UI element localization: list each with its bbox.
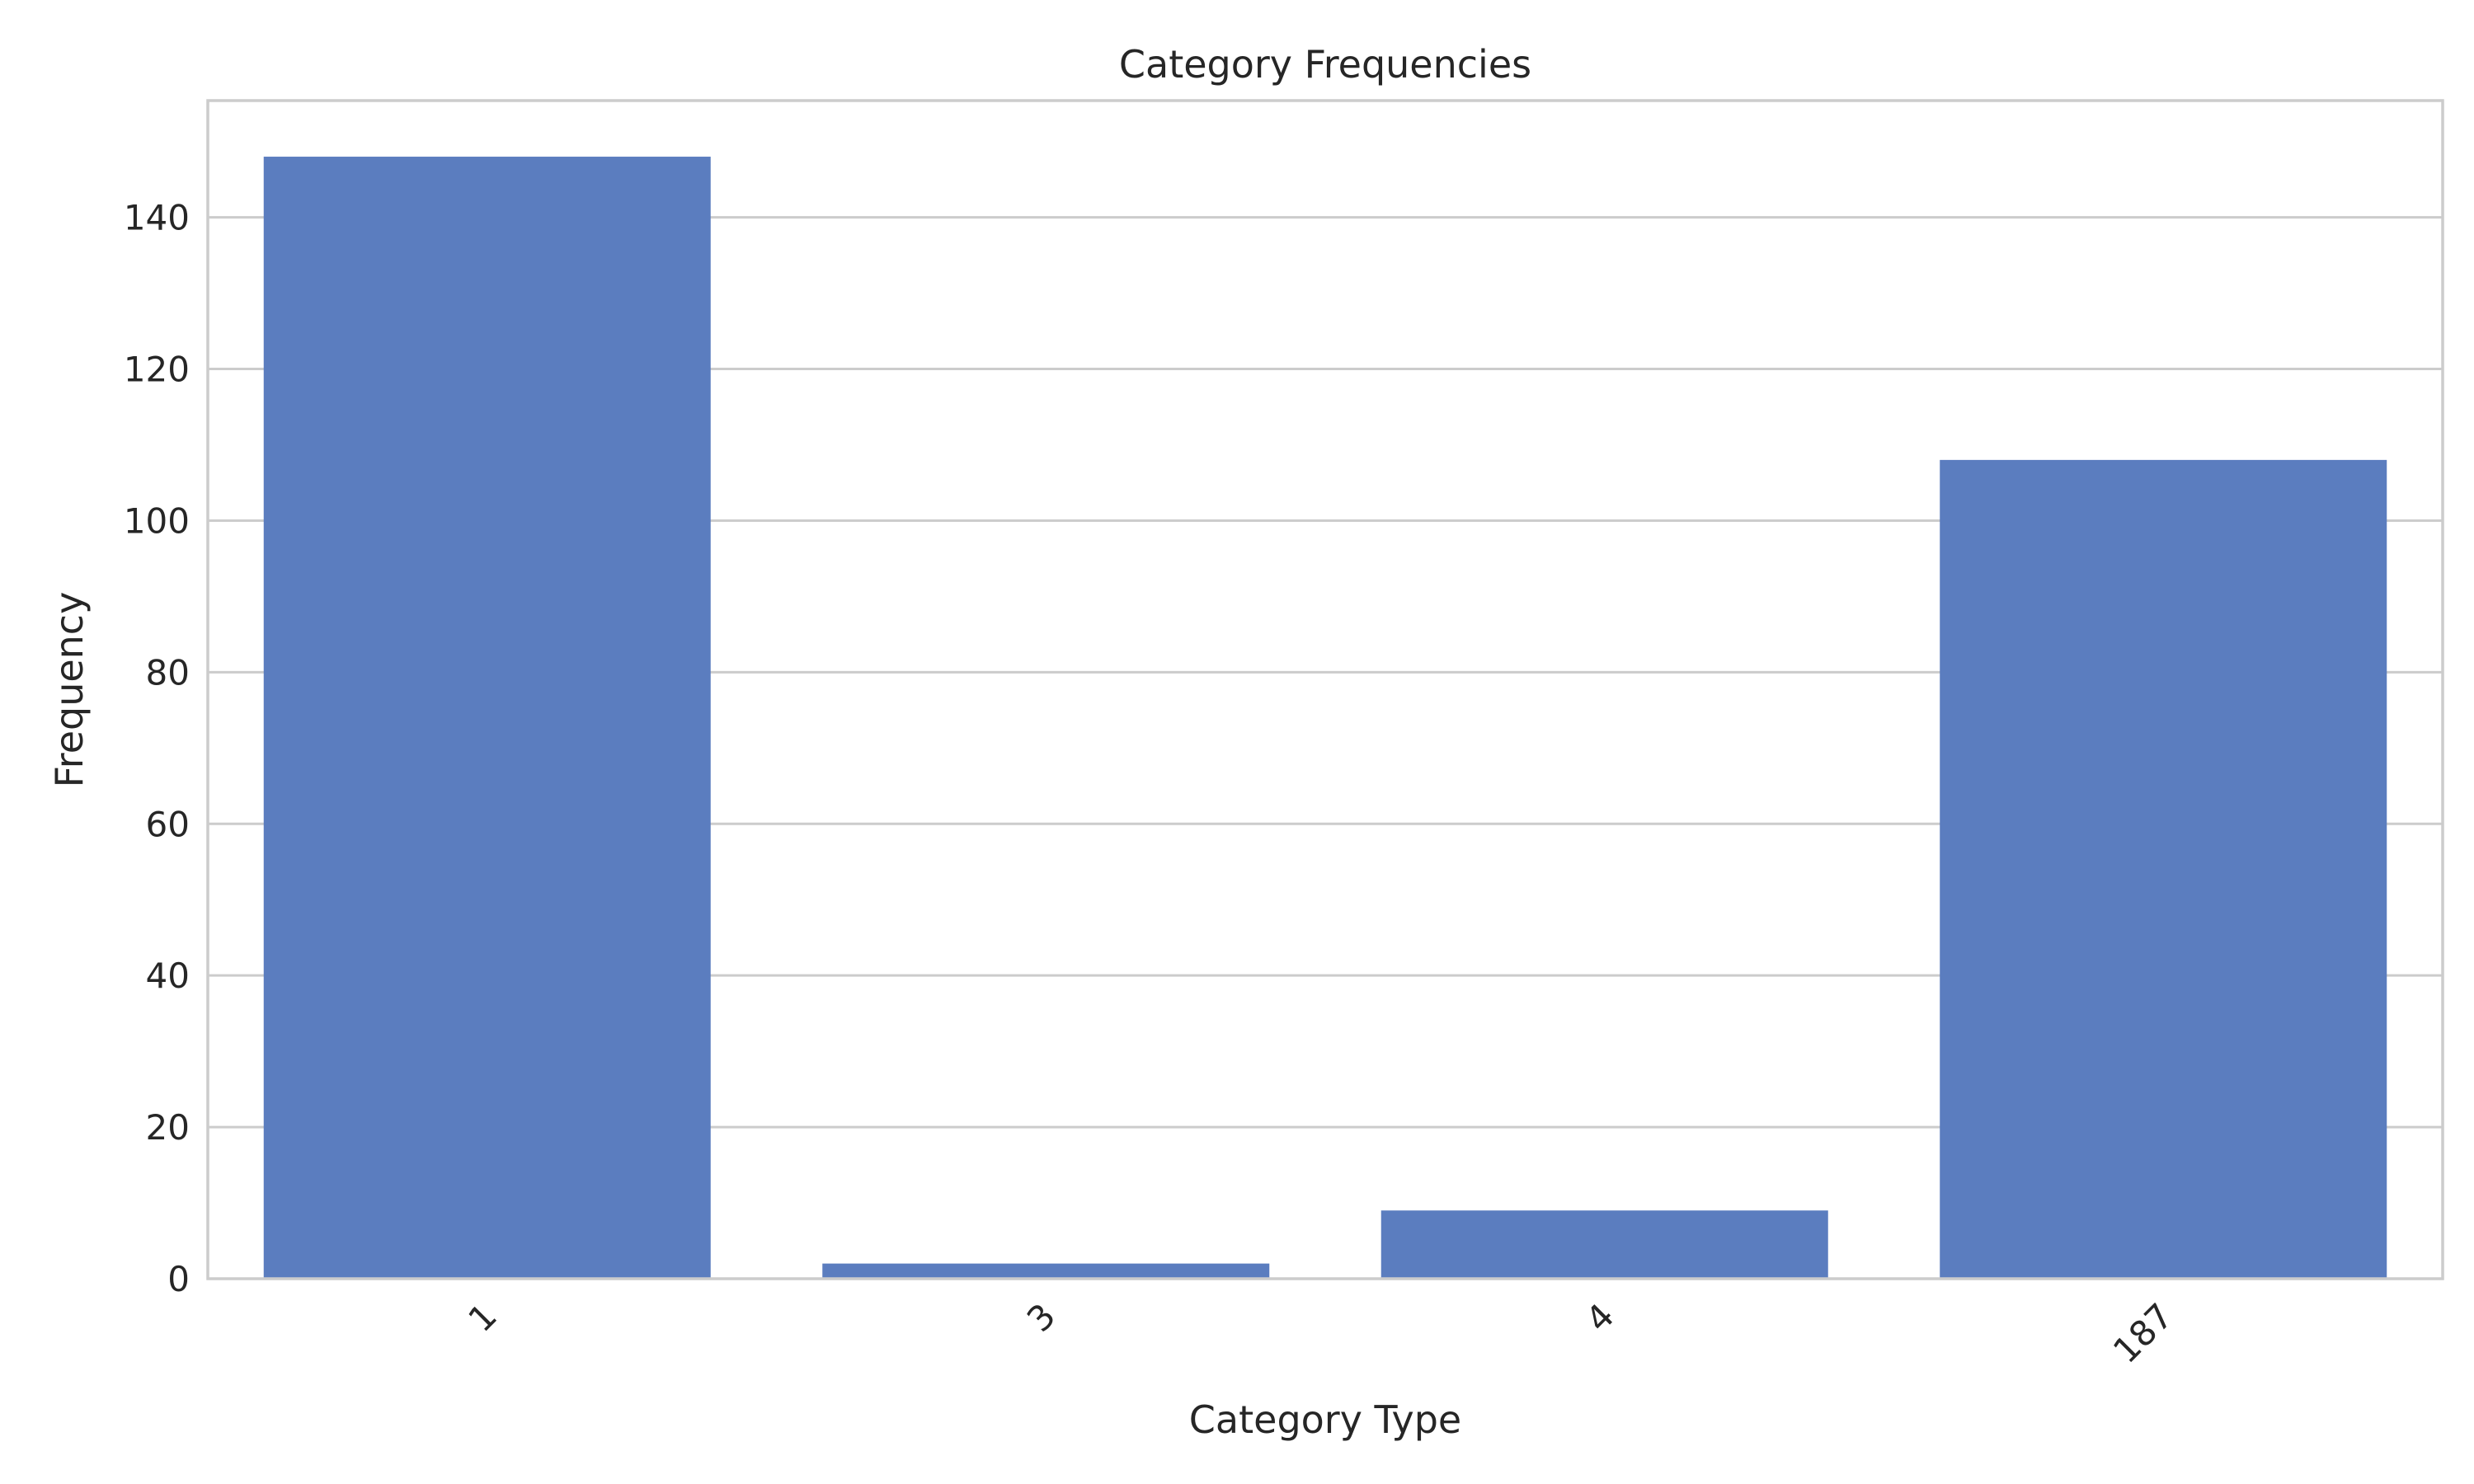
y-tick-label: 40: [146, 956, 190, 996]
x-tick-label: 3: [1019, 1295, 1064, 1340]
x-tick-label: 4: [1578, 1295, 1622, 1340]
chart-title: Category Frequencies: [1119, 42, 1531, 87]
bars: [263, 157, 2387, 1280]
x-axis-ticks: 1 3 4 187: [460, 1295, 2180, 1370]
bar: [822, 1263, 1270, 1279]
bar: [1940, 459, 2387, 1279]
x-axis-title: Category Type: [1189, 1397, 1461, 1442]
x-tick-label: 187: [2105, 1295, 2180, 1370]
y-tick-label: 120: [124, 350, 190, 390]
y-axis-title: Frequency: [47, 592, 92, 788]
y-tick-label: 0: [167, 1259, 190, 1299]
bar: [263, 157, 711, 1280]
y-axis-ticks: 0 20 40 60 80 100 120 140: [124, 198, 190, 1299]
bar: [1380, 1210, 1828, 1279]
plot-frame: [206, 99, 2444, 1280]
y-tick-label: 60: [146, 804, 190, 844]
x-tick-label: 1: [460, 1295, 505, 1340]
y-tick-label: 100: [124, 500, 190, 541]
y-tick-label: 20: [146, 1107, 190, 1148]
y-tick-label: 140: [124, 198, 190, 238]
y-tick-label: 80: [146, 652, 190, 693]
